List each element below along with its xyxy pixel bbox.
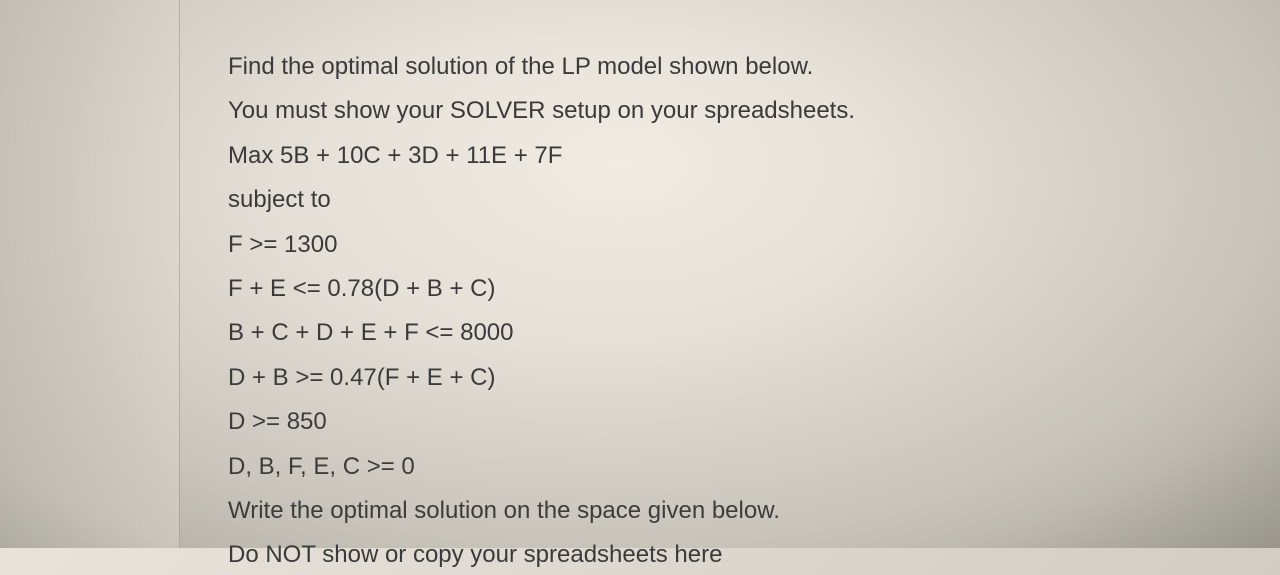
left-margin-gutter xyxy=(0,0,180,548)
problem-line-1: Find the optimal solution of the LP mode… xyxy=(228,48,1240,86)
instruction-line-1: Write the optimal solution on the space … xyxy=(228,492,1240,530)
constraint-4: D + B >= 0.47(F + E + C) xyxy=(228,359,1240,397)
constraint-2: F + E <= 0.78(D + B + C) xyxy=(228,270,1240,308)
constraint-1: F >= 1300 xyxy=(228,226,1240,264)
page-container: Find the optimal solution of the LP mode… xyxy=(0,0,1280,548)
constraint-5: D >= 850 xyxy=(228,403,1240,441)
problem-content-area: Find the optimal solution of the LP mode… xyxy=(180,0,1280,548)
problem-line-2: You must show your SOLVER setup on your … xyxy=(228,92,1240,130)
subject-to-label: subject to xyxy=(228,181,1240,219)
constraint-3: B + C + D + E + F <= 8000 xyxy=(228,314,1240,352)
instruction-line-2: Do NOT show or copy your spreadsheets he… xyxy=(228,536,1240,574)
nonnegativity-constraint: D, B, F, E, C >= 0 xyxy=(228,448,1240,486)
objective-function: Max 5B + 10C + 3D + 11E + 7F xyxy=(228,137,1240,175)
